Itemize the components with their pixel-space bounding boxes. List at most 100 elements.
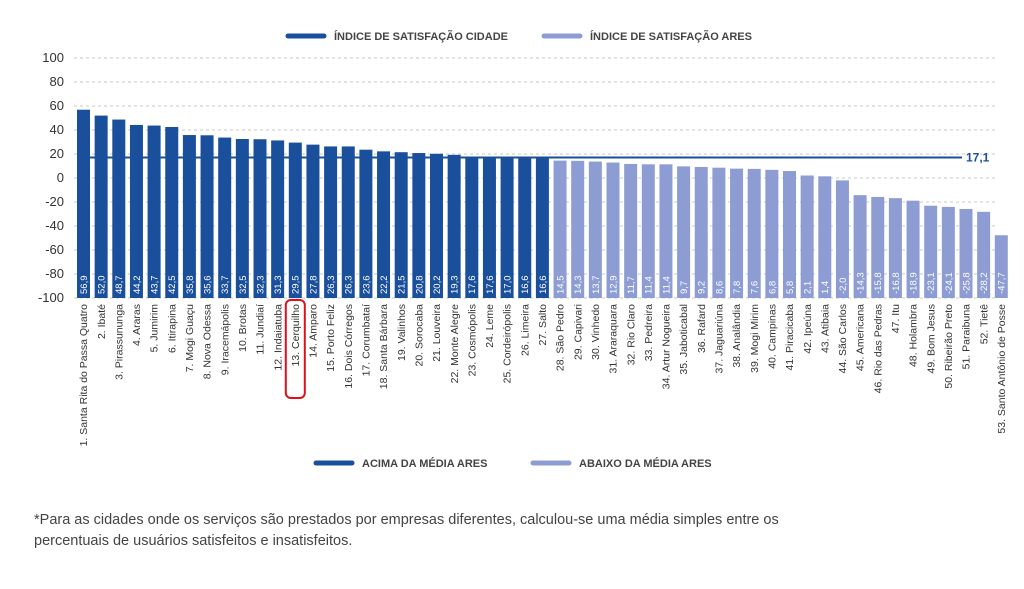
bar [253,139,267,298]
value-label: 44,2 [132,276,143,295]
bars [77,109,1008,299]
category-label: 8. Nova Odessa [202,304,214,379]
bar [977,211,991,298]
category-label: 49. Bom Jesus [925,304,937,373]
value-label: 32,5 [238,276,249,295]
category-label: 13. Cerquilho [290,304,302,367]
bar [677,166,691,298]
y-tick-label: 60 [50,98,64,113]
category-label: 29. Capivari [572,304,584,360]
value-label: 32,3 [255,276,266,295]
footnote-line-1: *Para as cidades onde os serviços são pr… [34,512,779,528]
bar [659,164,673,298]
satisfaction-bar-chart: ÍNDICE DE SATISFAÇÃO CIDADE ÍNDICE DE SA… [38,30,1008,470]
category-label: 43. Atibaia [819,304,831,353]
category-label: 47. Itu [890,304,902,333]
value-label: 5,8 [785,281,796,294]
bar [783,171,796,298]
bar [765,169,779,298]
category-label: 32. Rio Claro [625,304,637,365]
value-label: 19,3 [450,276,461,295]
value-label: -47,7 [997,272,1008,294]
category-label: 28. São Pedro [555,304,567,371]
bar [147,125,161,298]
value-label: 26,3 [344,276,355,295]
value-label: 22,2 [379,276,390,295]
y-tick-label: -20 [45,194,64,209]
y-tick-label: 40 [50,122,64,137]
value-label: 17,6 [467,276,478,295]
y-tick-label: 0 [57,170,64,185]
category-label: 6. Itirapina [166,304,178,353]
category-label: 38. Analândia [731,304,743,368]
value-label: 35,8 [185,276,196,295]
value-label: 23,6 [361,276,372,295]
value-label: 31,3 [273,276,284,295]
category-label: 23. Cosmópolis [466,304,478,376]
bar [624,163,638,298]
bar [377,151,391,298]
value-label: 16,6 [520,276,531,295]
value-label: 11,4 [644,276,655,294]
bar [535,158,549,298]
bar [730,168,744,298]
legend-bottom-label-acima: ACIMA DA MÉDIA ARES [362,457,487,470]
bar [800,175,814,298]
bar [359,149,373,298]
value-label: 11,7 [626,276,637,294]
bar [77,109,90,298]
y-axis-ticks: 100 80 60 40 20 0 -20 -40 -60 -80 -100 [38,50,64,305]
value-label: 35,6 [202,276,213,295]
legend-bottom-label-abaixo: ABAIXO DA MÉDIA ARES [579,457,712,470]
value-label: 29,5 [291,276,302,295]
category-label: 18. Santa Bárbara [378,304,390,389]
value-label: 9,7 [679,281,690,294]
bar [924,205,938,298]
bar [465,156,479,298]
value-label: 9,2 [697,281,708,294]
bar [588,161,602,298]
bar [129,124,143,299]
category-label: 35. Jaboticabal [678,304,690,375]
bar [94,115,108,298]
bar [447,154,461,298]
value-label: 20,8 [414,276,425,295]
reference-line-label: 17,1 [966,150,990,164]
category-label: 45. Americana [855,304,867,371]
y-tick-label: 100 [42,50,64,65]
footnote-line-2: percentuais de usuários satisfeitos e in… [34,533,353,549]
bar [200,135,214,298]
category-label: 51. Paraibuna [961,304,973,370]
category-label: 17. Corumbataí [361,304,373,376]
y-tick-label: 80 [50,74,64,89]
category-label: 24. Leme [484,304,496,348]
category-label: 40. Campinas [766,304,778,369]
bar [182,135,196,298]
bar [112,119,126,298]
category-label: 15. Porto Feliz [325,304,337,372]
value-label: 21,5 [397,276,408,295]
category-label: 46. Rio das Pedras [872,304,884,393]
reference-line: 17,1 [77,150,990,164]
category-label: 2. Ibaté [96,304,108,339]
bar [888,198,902,298]
bar [306,144,320,298]
category-label: 50. Ribeirão Preto [943,304,955,389]
highlight-rectangle [284,299,306,399]
footnote: *Para as cidades onde os serviços são pr… [34,510,994,552]
value-label: 6,8 [767,281,778,294]
value-label: 20,2 [432,276,443,295]
bar [571,160,585,298]
bar [712,167,726,298]
category-label: 3. Pirassununga [113,304,125,380]
category-label: 9. Iracemápolis [219,304,231,375]
bar [482,156,496,298]
value-label: 26,3 [326,276,337,295]
y-tick-label: -100 [38,290,64,305]
category-label: 25. Cordeirópolis [502,304,514,383]
bar [218,137,232,298]
value-label: 17,0 [503,276,514,295]
category-label: 33. Pedreira [643,304,655,361]
bar [165,127,179,298]
category-label: 26. Limeira [519,304,531,356]
